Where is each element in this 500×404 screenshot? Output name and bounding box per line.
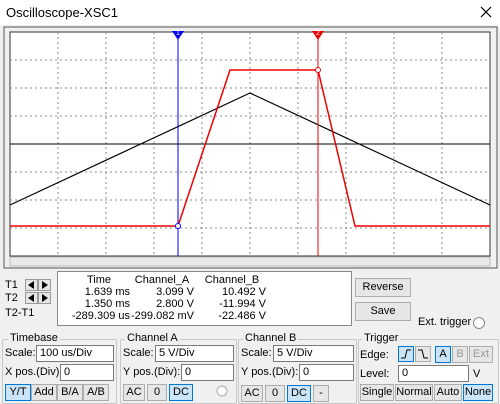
ext-trigger-label: Ext. trigger bbox=[418, 316, 472, 328]
readout-value: 10.492 V bbox=[221, 286, 266, 298]
channel-a-terminal[interactable] bbox=[215, 384, 229, 398]
mode-button[interactable]: A/B bbox=[83, 384, 109, 401]
readout-value: -11.994 V bbox=[219, 298, 266, 310]
readout-value: 2.800 V bbox=[156, 298, 194, 310]
source-button[interactable]: Ext bbox=[469, 346, 493, 363]
t2-t1-label: T2-T1 bbox=[5, 307, 35, 319]
window-title: Oscilloscope-XSC1 bbox=[6, 5, 118, 20]
timebase-scale[interactable]: 100 us/Div bbox=[36, 345, 114, 362]
col-header: Channel_A bbox=[134, 274, 190, 286]
readout-value: -299.082 mV bbox=[131, 310, 194, 322]
coupling-button[interactable]: DC bbox=[287, 385, 311, 402]
ext-trigger-terminal[interactable] bbox=[472, 316, 486, 330]
channel-a-scale[interactable]: 5 V/Div bbox=[155, 345, 234, 362]
cursor-arrows[interactable] bbox=[25, 279, 51, 305]
label: Edge: bbox=[360, 349, 389, 361]
readout-value: 1.639 ms bbox=[84, 286, 130, 298]
trigger-mode[interactable]: Normal bbox=[395, 384, 433, 401]
cursor-1-label: 1 bbox=[176, 30, 180, 37]
reverse-button[interactable]: Reverse bbox=[355, 278, 411, 297]
coupling-button[interactable]: AC bbox=[123, 384, 145, 401]
channel-a-trace bbox=[10, 69, 490, 227]
save-button[interactable]: Save bbox=[355, 302, 411, 321]
level-unit: V bbox=[473, 368, 481, 380]
x-position[interactable]: 0 bbox=[60, 364, 114, 381]
channel-b-scale[interactable]: 5 V/Div bbox=[273, 345, 354, 362]
channel-b-ypos[interactable]: 0 bbox=[299, 364, 354, 381]
coupling-button[interactable]: 0 bbox=[265, 385, 285, 402]
cursor-2-label: 2 bbox=[316, 30, 320, 37]
group-title: Timebase bbox=[8, 332, 60, 344]
coupling-button[interactable]: AC bbox=[241, 385, 263, 402]
source-button[interactable]: A bbox=[435, 346, 451, 363]
label: Y pos.(Div): bbox=[241, 366, 299, 378]
coupling-button[interactable]: - bbox=[313, 385, 329, 402]
col-header: Time bbox=[86, 274, 112, 286]
group-title: Channel B bbox=[243, 332, 299, 344]
readout-value: -289.309 us bbox=[71, 310, 130, 322]
mode-button[interactable]: B/A bbox=[57, 384, 83, 401]
label: Scale: bbox=[5, 347, 36, 359]
trigger-mode[interactable]: Auto bbox=[434, 384, 462, 401]
scope-screen: 1 2 bbox=[3, 6, 498, 269]
cursor-marker bbox=[175, 223, 181, 229]
col-header: Channel_B bbox=[204, 274, 260, 286]
cursor-2-handle[interactable] bbox=[312, 31, 324, 40]
trigger-mode[interactable]: None bbox=[463, 384, 493, 401]
channel-b-trace bbox=[9, 92, 491, 206]
close-icon[interactable] bbox=[480, 6, 492, 18]
group-title: Channel A bbox=[125, 332, 180, 344]
readout-value: 3.099 V bbox=[156, 286, 194, 298]
source-button[interactable]: B bbox=[452, 346, 468, 363]
readout-panel bbox=[57, 271, 352, 326]
label: Scale: bbox=[241, 347, 272, 359]
mode-button[interactable]: Add bbox=[31, 384, 57, 401]
cursor-marker bbox=[315, 67, 321, 73]
trigger-mode[interactable]: Single bbox=[360, 384, 394, 401]
scrollbar[interactable] bbox=[9, 256, 491, 267]
label: Y pos.(Div): bbox=[123, 366, 181, 378]
edge-buttons[interactable] bbox=[398, 346, 432, 363]
mode-button[interactable]: Y/T bbox=[5, 384, 31, 401]
t1-label: T1 bbox=[5, 279, 18, 291]
cursor-1-handle[interactable] bbox=[172, 31, 184, 40]
channel-a-ypos[interactable]: 0 bbox=[181, 364, 234, 381]
label: X pos.(Div): bbox=[5, 366, 63, 378]
label: Scale: bbox=[123, 347, 154, 359]
readout-value: -22.486 V bbox=[218, 310, 266, 322]
label: Level: bbox=[360, 368, 390, 380]
title-bar bbox=[0, 0, 500, 25]
t2-label: T2 bbox=[5, 292, 18, 304]
trigger-level[interactable]: 0 bbox=[398, 365, 469, 382]
coupling-button[interactable]: 0 bbox=[147, 384, 167, 401]
readout-value: 1.350 ms bbox=[84, 298, 130, 310]
group-title: Trigger bbox=[362, 332, 401, 344]
coupling-button[interactable]: DC bbox=[169, 384, 193, 401]
